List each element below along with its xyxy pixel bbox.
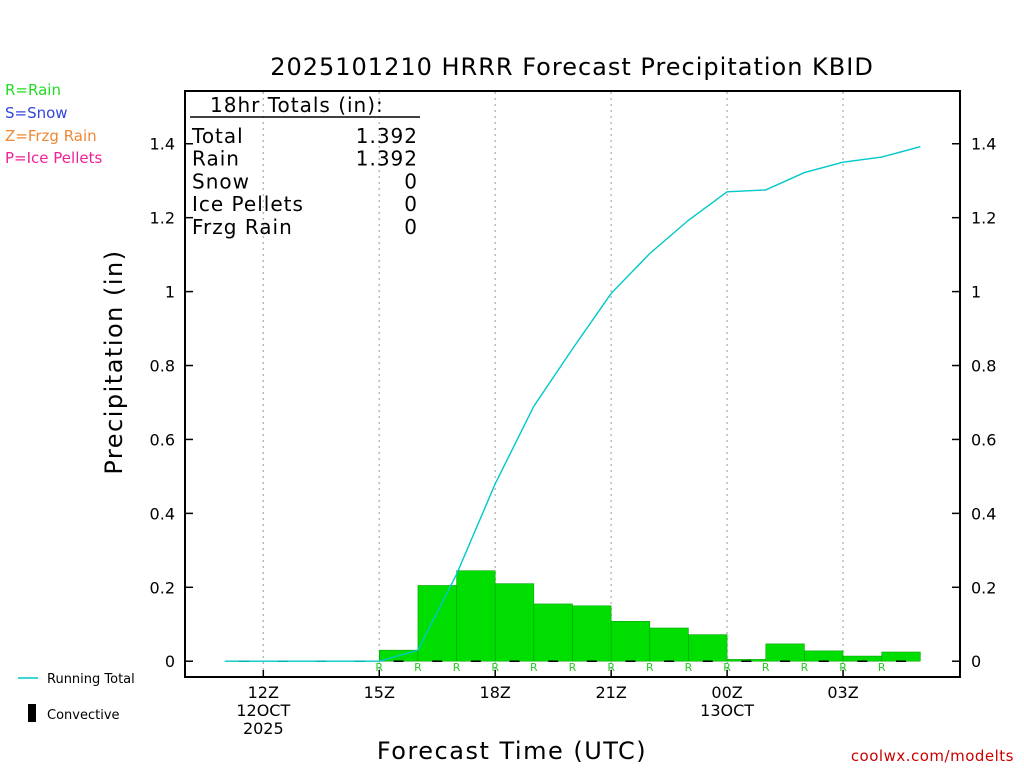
y-tick-label: 0.6	[150, 430, 175, 449]
precip-type-marker: R	[685, 661, 693, 674]
totals-row-value: 0	[404, 192, 418, 216]
x-tick-label: 13OCT	[700, 701, 754, 720]
running-total-legend-label: Running Total	[47, 672, 135, 687]
y-tick-label: 0.8	[150, 357, 175, 376]
x-tick-label: 03Z	[827, 683, 858, 702]
precip-type-marker: R	[723, 661, 731, 674]
precip-bar	[649, 627, 689, 662]
totals-row-value: 0	[404, 215, 418, 239]
y-axis-ticks: 0 00.2 0.20.4 0.40.6 0.60.8 0.81 11.2 1.21.4 1.4	[150, 135, 997, 671]
grid-lines	[262, 92, 844, 676]
precip-type-marker: R	[878, 661, 886, 674]
y-tick-label-right: 0.8	[971, 357, 996, 376]
precip-bar	[881, 651, 921, 662]
x-axis-label: Forecast Time (UTC)	[377, 737, 647, 765]
totals-row-value: 0	[404, 169, 418, 193]
precip-bar	[494, 583, 535, 662]
convective-legend-swatch	[28, 704, 36, 722]
y-tick-label: 1.4	[150, 135, 175, 154]
bars-layer	[379, 570, 921, 662]
y-tick-label: 1.2	[150, 209, 175, 228]
y-tick-label: 1	[165, 283, 175, 302]
precip-bar	[688, 634, 728, 662]
y-tick-label: 0.4	[150, 504, 175, 523]
precip-bar	[610, 621, 651, 662]
precip-bar	[572, 605, 612, 662]
totals-row-name: Ice Pellets	[192, 192, 304, 216]
precip-type-marker: R	[801, 661, 809, 674]
x-tick-label: 12OCT	[236, 701, 290, 720]
precip-type-marker: R	[569, 661, 577, 674]
chart-title: 2025101210 HRRR Forecast Precipitation K…	[270, 53, 874, 81]
precip-bar	[804, 650, 844, 662]
precip-bar	[533, 603, 573, 662]
precip-bar	[417, 585, 457, 662]
y-tick-label-right: 0.2	[971, 578, 996, 597]
precip-type-marker: R	[762, 661, 770, 674]
bottom-legend: Running Total Convective	[18, 672, 135, 723]
totals-box: 18hr Totals (in): Total 1.392 Rain 1.392 Sno…	[190, 93, 420, 239]
precip-type-marker: R	[414, 661, 422, 674]
x-tick-label: 21Z	[595, 683, 626, 702]
x-tick-label: 12Z	[248, 683, 279, 702]
y-tick-label-right: 1.2	[971, 209, 996, 228]
totals-row-value: 1.392	[356, 124, 418, 148]
y-tick-label: 0	[165, 652, 175, 671]
y-tick-label-right: 1	[971, 283, 981, 302]
legend-ice-pellets: P=Ice Pellets	[5, 149, 102, 167]
x-tick-label: 00Z	[711, 683, 742, 702]
precip-type-marker: R	[491, 661, 499, 674]
totals-row-value: 1.392	[356, 147, 418, 171]
legend-freezing-rain: Z=Frzg Rain	[5, 127, 97, 145]
totals-row-name: Total	[191, 124, 244, 148]
precip-type-marker: R	[453, 661, 461, 674]
precip-type-marker: R	[607, 661, 615, 674]
y-axis-label: Precipitation (in)	[100, 249, 128, 474]
watermark: coolwx.com/modelts	[851, 747, 1014, 765]
precip-bar	[765, 643, 805, 662]
legend-rain: R=Rain	[5, 81, 61, 99]
y-tick-label-right: 0.4	[971, 504, 996, 523]
y-tick-label-right: 0.6	[971, 430, 996, 449]
x-tick-label: 18Z	[480, 683, 511, 702]
precip-type-marker: R	[375, 661, 383, 674]
running-total-line	[224, 146, 921, 662]
y-tick-label-right: 0	[971, 652, 981, 671]
plot-frame	[184, 90, 961, 678]
precip-type-marker: R	[839, 661, 847, 674]
precip-bar	[842, 655, 882, 662]
totals-header: 18hr Totals (in):	[210, 93, 384, 117]
precip-bar	[456, 570, 496, 662]
y-tick-label-right: 1.4	[971, 135, 996, 154]
x-tick-label: 15Z	[364, 683, 395, 702]
legend-snow: S=Snow	[5, 104, 68, 122]
x-tick-label: 2025	[243, 719, 284, 738]
convective-legend-label: Convective	[47, 708, 120, 723]
precip-type-marker: R	[530, 661, 538, 674]
totals-row-name: Frzg Rain	[192, 215, 293, 239]
y-tick-label: 0.2	[150, 578, 175, 597]
totals-row-name: Snow	[192, 169, 250, 193]
totals-row-name: Rain	[192, 147, 240, 171]
precip-type-marker: R	[646, 661, 654, 674]
precip-type-legend: R=Rain S=Snow Z=Frzg Rain P=Ice Pellets	[5, 81, 102, 167]
